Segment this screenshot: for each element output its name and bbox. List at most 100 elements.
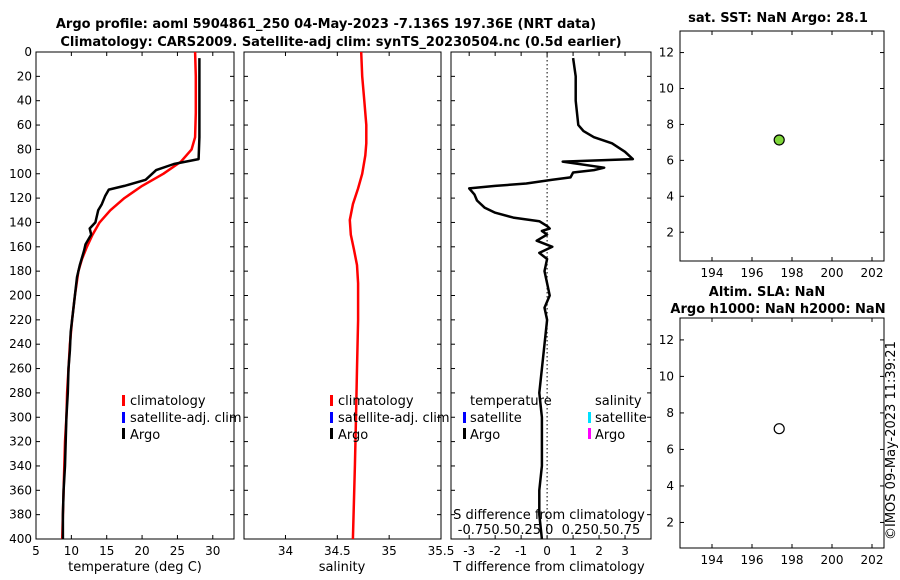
y-tick-label: 10 xyxy=(659,369,674,383)
y-tick-label: 200 xyxy=(9,289,32,303)
x-tick-label: 198 xyxy=(781,553,804,567)
y-tick-label: 6 xyxy=(666,442,674,456)
y-tick-label: 0 xyxy=(24,45,32,59)
y-tick-label: 320 xyxy=(9,435,32,449)
difference-legend: temperature salinity satellite Argo sate… xyxy=(463,394,647,443)
x-tick-label: 1 xyxy=(569,544,577,558)
y-tick-label: 4 xyxy=(666,189,674,203)
temperature-legend: climatology satellite-adj. clim Argo xyxy=(122,394,242,443)
float-location-marker xyxy=(773,423,785,435)
chart-marks: 5 10 15 20 25 3002040608010012014016018020022… xyxy=(9,31,884,567)
sst-title: sat. SST: NaN Argo: 28.1 xyxy=(688,11,868,26)
legend-swatch-s-satellite xyxy=(588,412,591,423)
y-tick-label: 380 xyxy=(9,508,32,522)
y-tick-label: 400 xyxy=(9,532,32,546)
y-tick-label: 140 xyxy=(9,215,32,229)
legend-label: climatology xyxy=(130,394,206,409)
y-tick-label: 60 xyxy=(17,118,32,132)
x-tick-label: 0 xyxy=(543,544,551,558)
x-tick-label: 202 xyxy=(861,553,884,567)
series-line-climatology xyxy=(60,51,198,540)
x-tick-label: 20 xyxy=(134,544,149,558)
legend-swatch-satellite xyxy=(330,412,333,423)
x-tick-label: 194 xyxy=(701,266,724,280)
legend-swatch-argo xyxy=(122,428,125,439)
salinity-legend: climatology satellite-adj. clim Argo xyxy=(330,394,450,443)
x-tick-label: 15 xyxy=(99,544,114,558)
legend-swatch-t-satellite xyxy=(463,412,466,423)
x-tick-label: 196 xyxy=(741,266,764,280)
main-title-line1: Argo profile: aoml 5904861_250 04-May-20… xyxy=(56,17,596,32)
legend-label: satellite xyxy=(595,411,647,426)
series-line-climatology xyxy=(348,51,368,540)
legend-title-salinity: salinity xyxy=(595,394,642,409)
y-tick-label: 2 xyxy=(666,515,674,529)
salinity-xlabel: salinity xyxy=(319,560,366,575)
y-tick-label: 12 xyxy=(659,46,674,60)
x-tick-label: 25 xyxy=(170,544,185,558)
x-tick-label: 5 xyxy=(32,544,40,558)
x-tick-label: 198 xyxy=(781,266,804,280)
y-tick-label: 6 xyxy=(666,153,674,167)
x-tick-label: 200 xyxy=(821,553,844,567)
legend-label: satellite xyxy=(470,411,522,426)
legend-label: Argo xyxy=(338,428,368,443)
y-tick-label: 340 xyxy=(9,459,32,473)
y-tick-label: 40 xyxy=(17,94,32,108)
sdiff-tick-labels: -0.750.50.25 0 0.250.50.75 xyxy=(458,523,641,538)
salinity-axes xyxy=(243,51,442,540)
x-tick-label: 30 xyxy=(205,544,220,558)
y-tick-label: 240 xyxy=(9,337,32,351)
x-tick-label: 35 xyxy=(382,544,397,558)
y-tick-label: 2 xyxy=(666,225,674,239)
temperature-xlabel: temperature (deg C) xyxy=(68,560,202,575)
legend-swatch-satellite xyxy=(122,412,125,423)
y-tick-label: 160 xyxy=(9,240,32,254)
sla-axes xyxy=(679,317,885,549)
legend-swatch-argo xyxy=(330,428,333,439)
y-tick-label: 12 xyxy=(659,333,674,347)
float-location-marker xyxy=(773,134,785,146)
sdiff-xlabel: S difference from climatology xyxy=(453,508,645,523)
y-tick-label: 20 xyxy=(17,69,32,83)
y-tick-label: 8 xyxy=(666,406,674,420)
series-line-argo-t-diff xyxy=(467,57,635,540)
y-tick-label: 180 xyxy=(9,264,32,278)
legend-title-temperature: temperature xyxy=(470,394,552,409)
legend-swatch-climatology xyxy=(330,395,333,406)
legend-label: Argo xyxy=(595,428,625,443)
sla-title-line2: Argo h1000: NaN h2000: NaN xyxy=(670,302,885,317)
x-tick-label: 35.5 xyxy=(428,544,455,558)
y-tick-label: 100 xyxy=(9,167,32,181)
x-tick-label: 34 xyxy=(278,544,293,558)
series-line-argo xyxy=(61,58,201,539)
sst-axes xyxy=(679,30,885,262)
y-tick-label: 120 xyxy=(9,191,32,205)
tdiff-xlabel: T difference from climatology xyxy=(452,560,645,575)
sla-title-line1: Altim. SLA: NaN xyxy=(709,285,825,300)
y-tick-label: 360 xyxy=(9,483,32,497)
legend-label: Argo xyxy=(470,428,500,443)
x-tick-label: -2 xyxy=(489,544,501,558)
legend-label: climatology xyxy=(338,394,414,409)
legend-label: Argo xyxy=(130,428,160,443)
x-tick-label: 10 xyxy=(64,544,79,558)
legend-label: satellite-adj. clim xyxy=(338,411,450,426)
legend-label: satellite-adj. clim xyxy=(130,411,242,426)
y-tick-label: 4 xyxy=(666,479,674,493)
y-tick-label: 260 xyxy=(9,362,32,376)
x-tick-label: 34.5 xyxy=(324,544,351,558)
x-tick-label: 200 xyxy=(821,266,844,280)
x-tick-label: 202 xyxy=(861,266,884,280)
difference-axes xyxy=(450,51,652,540)
imos-watermark: ©IMOS 09-May-2023 11:39:21 xyxy=(884,341,899,540)
y-tick-label: 220 xyxy=(9,313,32,327)
x-tick-label: 3 xyxy=(621,544,629,558)
legend-swatch-s-argo xyxy=(588,428,591,439)
x-tick-label: -1 xyxy=(515,544,527,558)
x-tick-label: 194 xyxy=(701,553,724,567)
y-tick-label: 280 xyxy=(9,386,32,400)
legend-swatch-t-argo xyxy=(463,428,466,439)
y-tick-label: 8 xyxy=(666,117,674,131)
legend-swatch-climatology xyxy=(122,395,125,406)
